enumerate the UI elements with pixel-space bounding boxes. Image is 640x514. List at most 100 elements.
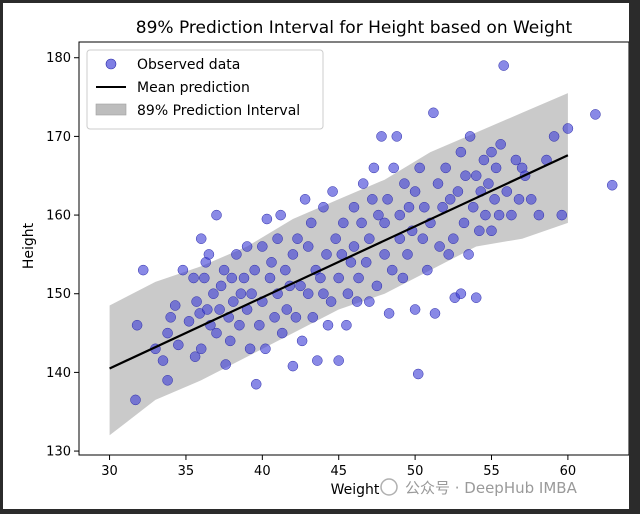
data-point [422,264,433,276]
data-point [257,241,268,252]
data-point [189,351,201,362]
data-point [460,170,471,181]
data-point [318,288,329,299]
data-point [383,308,395,319]
data-point [590,109,601,120]
prediction-interval-band [109,93,568,436]
data-point [226,272,238,284]
data-point [495,139,506,150]
data-point [490,162,502,174]
legend-label-interval: 89% Prediction Interval [137,103,300,119]
data-point [254,319,265,331]
watermark-text: 公众号 · DeepHub IMBA [405,479,578,497]
data-point [412,368,424,380]
data-point [348,201,360,213]
data-point [199,272,210,284]
y-tick-label: 130 [46,445,71,460]
data-point [330,233,341,244]
data-point [231,249,242,260]
data-point [376,131,387,142]
data-point [295,280,306,292]
data-point [513,194,525,205]
data-point [321,249,332,260]
data-point [371,280,383,292]
data-point [388,162,399,174]
data-point [246,288,257,299]
data-point [302,288,314,299]
data-point [403,201,415,213]
data-point [234,319,245,331]
data-point [409,186,421,197]
data-point [325,296,337,307]
data-point [386,264,398,276]
legend-label-observed: Observed data [137,57,240,73]
data-point [510,154,522,166]
data-point [214,304,225,315]
data-point [437,201,448,213]
data-point [292,233,303,244]
data-point [448,233,459,244]
data-point [562,123,574,134]
y-tick-label: 140 [46,366,71,381]
data-point [218,264,230,276]
y-tick-label: 150 [46,287,71,302]
data-point [533,209,545,221]
data-point [351,296,363,307]
data-point [338,217,349,229]
wechat-logo-icon [380,478,398,496]
data-point [137,264,149,276]
data-point [506,209,517,221]
data-point [165,312,176,323]
data-point [357,178,369,189]
data-point [162,375,173,386]
data-point [429,308,441,319]
legend: Observed data Mean prediction 89% Predic… [86,49,324,130]
data-point [399,178,410,189]
data-point [191,296,202,307]
data-point [280,264,291,276]
data-point [414,162,425,174]
data-point [379,217,390,229]
data-point [327,186,338,197]
data-point [305,217,317,229]
data-point [364,296,375,307]
legend-patch-interval [95,103,127,116]
data-point [480,209,491,221]
data-point [470,292,482,303]
mean-prediction-line [109,154,569,370]
data-point [312,355,323,366]
data-point [409,304,421,315]
data-point [296,335,308,347]
y-tick-label: 180 [46,51,71,66]
data-point [493,209,505,221]
data-point [261,213,273,225]
data-point [173,339,184,351]
data-point [364,233,375,244]
chart-svg: 30 35 40 45 50 55 60 130 140 150 160 170 180 89% Pre… [21,18,629,498]
data-point [373,209,384,221]
data-point [333,272,344,284]
x-tick-label: 50 [407,464,424,479]
data-point [419,201,430,213]
data-point [183,316,195,327]
data-point [224,335,236,347]
prediction-band-layer [109,93,568,436]
plot-frame [78,41,629,456]
data-point [299,194,311,205]
data-point [486,225,497,237]
data-point [195,343,207,355]
data-point [368,162,380,174]
data-point [250,378,262,390]
chart-title: 89% Prediction Interval for Height based… [136,18,573,38]
data-point [483,178,494,189]
data-point [276,327,288,339]
data-point [249,264,260,276]
data-point [402,249,413,260]
data-point [211,327,222,339]
data-point [463,249,474,260]
legend-marker-observed [105,58,117,70]
data-point [452,186,464,197]
data-point [220,359,231,370]
data-point [501,186,513,197]
data-point [287,360,299,372]
